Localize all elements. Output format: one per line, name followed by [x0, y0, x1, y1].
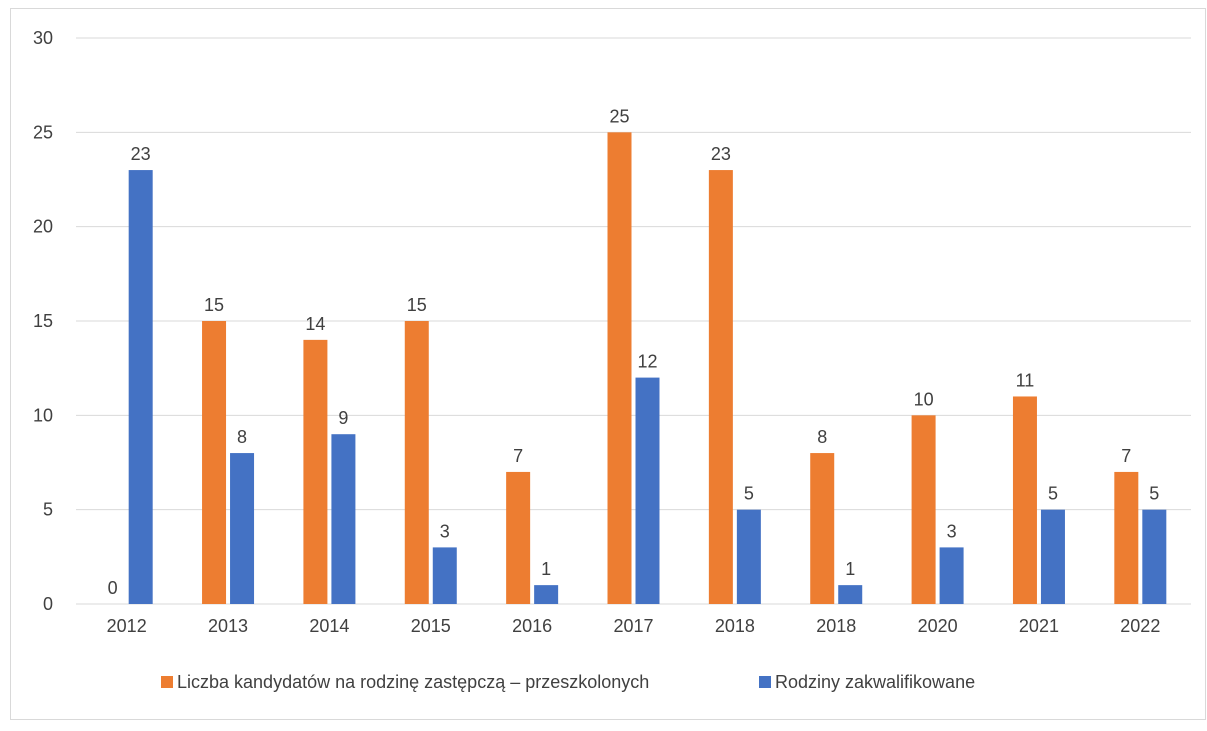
- data-label: 11: [1016, 370, 1035, 390]
- x-tick-label: 2017: [613, 616, 653, 636]
- bar: [506, 471, 531, 604]
- data-label: 14: [305, 314, 325, 334]
- y-tick-label: 30: [33, 28, 53, 48]
- data-label: 5: [1048, 484, 1058, 504]
- data-label: 5: [744, 484, 754, 504]
- y-tick-label: 5: [43, 500, 53, 520]
- legend-swatch: [161, 676, 173, 688]
- bar: [432, 547, 457, 604]
- data-label: 15: [204, 295, 224, 315]
- data-label: 9: [338, 408, 348, 428]
- y-axis-ticks: 0 5 10 15 20 25 30: [33, 28, 53, 614]
- legend-label: Rodziny zakwalifikowane: [775, 672, 975, 692]
- legend-swatch: [759, 676, 771, 688]
- data-label: 5: [1149, 484, 1159, 504]
- y-tick-label: 25: [33, 122, 53, 142]
- data-label: 23: [131, 144, 151, 164]
- bar: [635, 377, 660, 604]
- bar: [708, 170, 733, 605]
- data-label: 7: [1121, 446, 1131, 466]
- bar: [911, 415, 936, 604]
- data-label: 7: [513, 446, 523, 466]
- bar: [1142, 509, 1167, 604]
- bar: [534, 585, 559, 604]
- bar: [838, 585, 863, 604]
- x-tick-label: 2012: [107, 616, 147, 636]
- y-tick-label: 10: [33, 405, 53, 425]
- x-tick-label: 2016: [512, 616, 552, 636]
- x-tick-label: 2020: [918, 616, 958, 636]
- x-tick-label: 2022: [1120, 616, 1160, 636]
- bar: [303, 339, 328, 604]
- data-label: 15: [407, 295, 427, 315]
- data-label: 3: [440, 521, 450, 541]
- y-tick-label: 20: [33, 217, 53, 237]
- bar: [607, 132, 632, 604]
- x-tick-label: 2018: [715, 616, 755, 636]
- data-label: 8: [817, 427, 827, 447]
- legend: Liczba kandydatów na rodzinę zastępczą –…: [161, 672, 975, 692]
- bar: [331, 434, 356, 604]
- y-tick-label: 15: [33, 311, 53, 331]
- bar-chart: 0 5 10 15 20 25 30 0 23 15 8 14 9 15 3 7 1 25 12 23 5 8 1 10 3 1…: [33, 28, 1191, 692]
- bar: [1012, 396, 1037, 604]
- x-tick-label: 2014: [309, 616, 349, 636]
- x-tick-label: 2021: [1019, 616, 1059, 636]
- x-axis-ticks: 2012 2013 2014 2015 2016 2017 2018 2018 2020 2021…: [107, 616, 1161, 636]
- bar: [736, 509, 761, 604]
- x-tick-label: 2018: [816, 616, 856, 636]
- data-label: 1: [845, 559, 855, 579]
- data-label: 0: [108, 578, 118, 598]
- bar: [1040, 509, 1065, 604]
- data-label: 1: [541, 559, 551, 579]
- bar: [939, 547, 964, 604]
- chart-frame: 0 5 10 15 20 25 30 0 23 15 8 14 9 15 3 7 1 25 12 23 5 8 1 10 3 1…: [10, 8, 1206, 720]
- data-label: 8: [237, 427, 247, 447]
- bar: [230, 453, 255, 604]
- data-label: 23: [711, 144, 731, 164]
- bar: [810, 453, 835, 604]
- gridlines: [76, 37, 1191, 605]
- data-label: 3: [947, 521, 957, 541]
- x-tick-label: 2013: [208, 616, 248, 636]
- bar: [202, 321, 227, 604]
- x-tick-label: 2015: [411, 616, 451, 636]
- legend-label: Liczba kandydatów na rodzinę zastępczą –…: [177, 672, 649, 692]
- y-tick-label: 0: [43, 594, 53, 614]
- data-label: 12: [637, 352, 657, 372]
- bar: [1114, 471, 1139, 604]
- bar: [404, 321, 429, 604]
- bars: [128, 132, 1167, 605]
- bar: [128, 170, 153, 605]
- data-label: 25: [609, 106, 629, 126]
- data-label: 10: [914, 389, 934, 409]
